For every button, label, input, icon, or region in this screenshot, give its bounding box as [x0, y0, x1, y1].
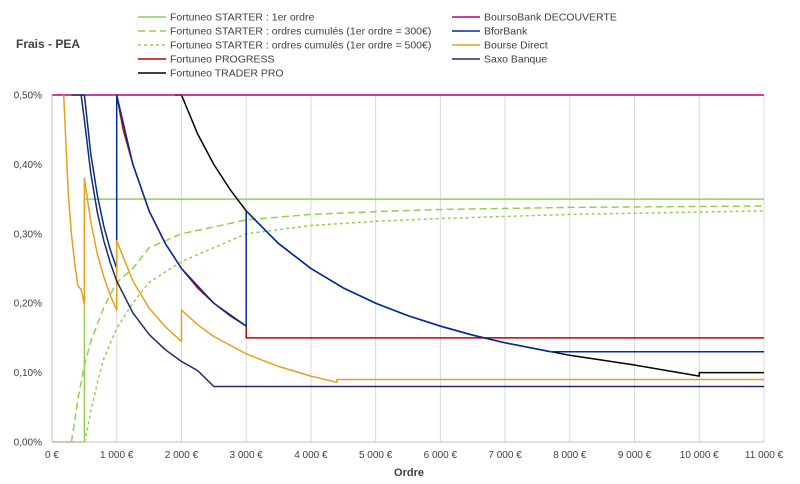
- x-axis-title: Ordre: [394, 467, 424, 479]
- x-tick-label: 1 000 €: [100, 450, 134, 461]
- legend-label: Fortuneo STARTER : 1er ordre: [170, 12, 314, 24]
- legend-label: Fortuneo TRADER PRO: [170, 68, 284, 80]
- x-tick-label: 5 000 €: [359, 450, 393, 461]
- x-tick-label: 8 000 €: [553, 450, 587, 461]
- x-tick-label: 11 000 €: [745, 450, 784, 461]
- x-tick-label: 2 000 €: [165, 450, 199, 461]
- legend-label: Fortuneo STARTER : ordres cumulés (1er o…: [170, 40, 431, 52]
- x-tick-label: 7 000 €: [488, 450, 522, 461]
- chart-title: Frais - PEA: [16, 37, 80, 51]
- series-line-7: [62, 94, 764, 384]
- legend-label: Fortuneo STARTER : ordres cumulés (1er o…: [170, 26, 431, 38]
- y-tick-label: 0,20%: [14, 299, 42, 310]
- legend: Fortuneo STARTER : 1er ordre Fortuneo STA…: [138, 12, 617, 80]
- legend-label: Fortuneo PROGRESS: [170, 54, 274, 66]
- x-tick-label: 9 000 €: [618, 450, 652, 461]
- y-tick-label: 0,40%: [14, 160, 42, 171]
- x-tick-label: 6 000 €: [424, 450, 458, 461]
- series-line-1: [70, 205, 765, 443]
- grid: [116, 95, 765, 442]
- x-tick-label: 10 000 €: [680, 450, 719, 461]
- series-line-8: [71, 94, 764, 388]
- series-line-2: [83, 210, 765, 443]
- axes: 0 € 1 000 € 2 000 € 3 000 € 4 000 € 5 000 € 6 …: [14, 91, 784, 462]
- x-tick-label: 4 000 €: [294, 450, 328, 461]
- y-tick-label: 0,10%: [14, 368, 42, 379]
- series-line-6: [81, 94, 764, 353]
- x-tick-label: 3 000 €: [229, 450, 263, 461]
- series-line-0: [52, 198, 764, 443]
- series-layer: [52, 94, 765, 443]
- y-tick-label: 0,00%: [14, 438, 42, 449]
- legend-label: Saxo Banque: [484, 54, 547, 66]
- legend-label: Bourse Direct: [484, 40, 548, 52]
- legend-label: BforBank: [484, 26, 528, 38]
- y-tick-label: 0,30%: [14, 229, 42, 240]
- y-tick-label: 0,50%: [14, 91, 42, 102]
- legend-label: BoursoBank DECOUVERTE: [484, 12, 617, 24]
- x-tick-label: 0 €: [45, 450, 59, 461]
